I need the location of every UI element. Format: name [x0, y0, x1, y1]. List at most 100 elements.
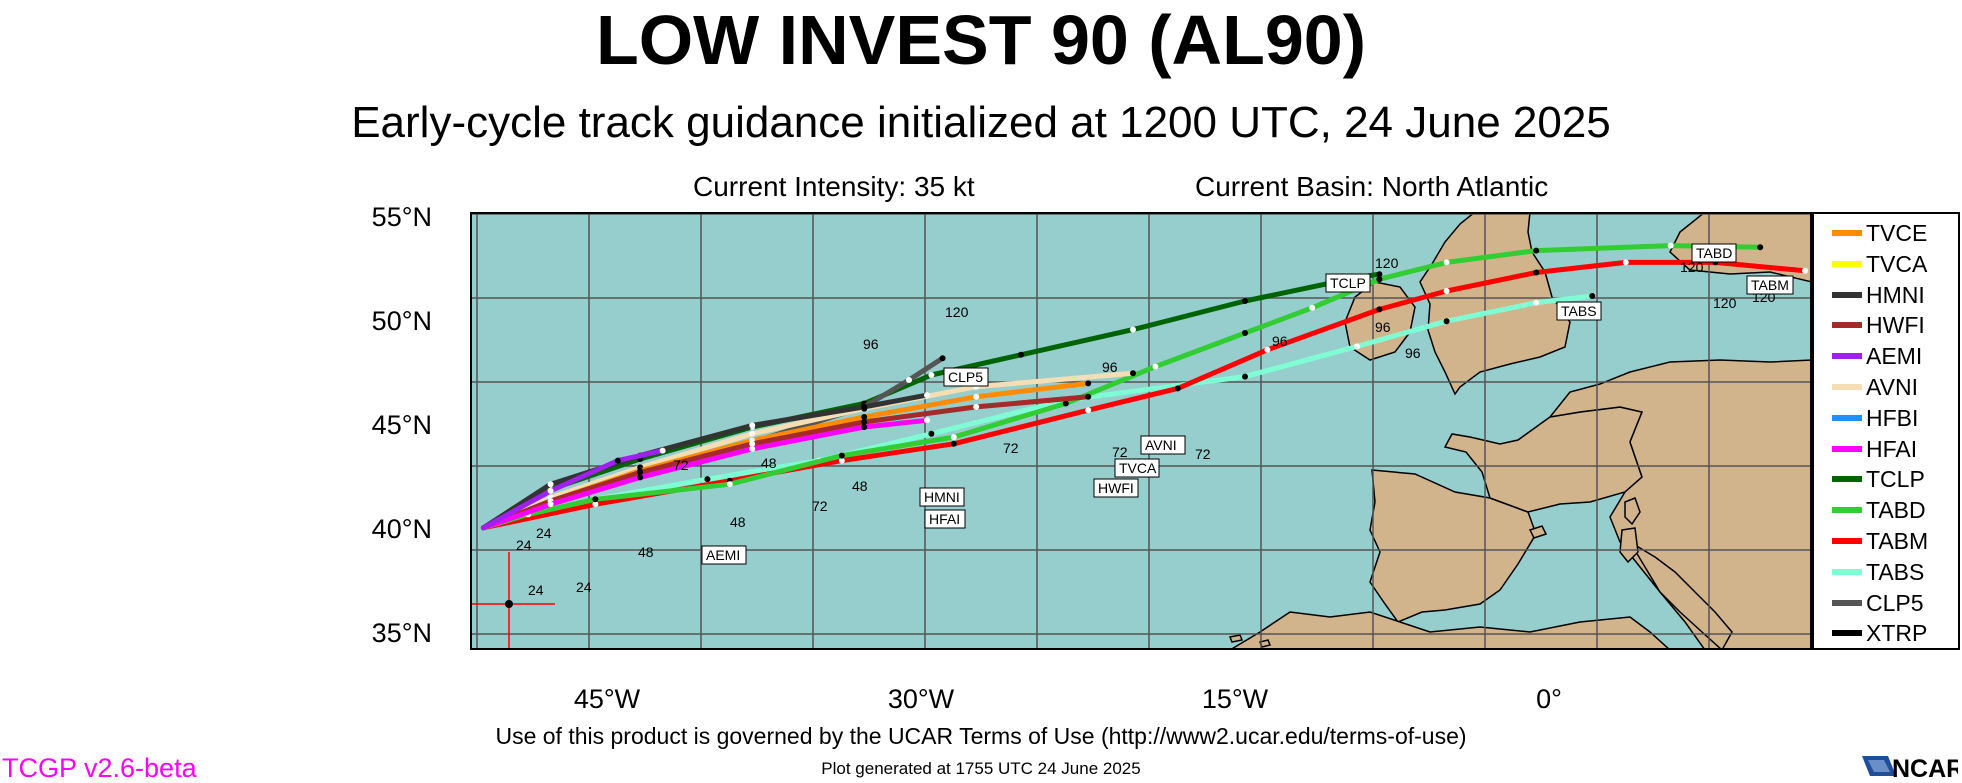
- track-point-avni: [1130, 370, 1136, 377]
- lon-label-0: 0°: [1536, 684, 1562, 714]
- track-point-tabs: [1589, 293, 1596, 299]
- terms-of-use[interactable]: Use of this product is governed by the U…: [495, 723, 1467, 749]
- hour-label: 24: [528, 582, 544, 598]
- legend: TVCE TVCA HMNI HWFI AEMI AVNI HFBI HFAI TCLP TABD…: [1812, 212, 1960, 650]
- track-point-tabs: [1533, 299, 1540, 306]
- track-point-aemi: [659, 447, 666, 454]
- legend-item-aemi: AEMI: [1814, 341, 1962, 371]
- track-point-tabd: [1242, 330, 1248, 336]
- track-point-tabd: [838, 452, 845, 459]
- track-point-hmni: [749, 422, 756, 429]
- legend-label: XTRP: [1866, 620, 1928, 647]
- hour-label: 96: [1375, 319, 1391, 335]
- track-point-tabd: [1152, 363, 1159, 370]
- track-point-tabs: [928, 430, 935, 437]
- legend-label: HFAI: [1866, 435, 1918, 462]
- map-label-hwfi: HWFI: [1093, 478, 1139, 498]
- track-point-tabd: [950, 434, 957, 441]
- svg-text:TVCA: TVCA: [1119, 460, 1157, 476]
- track-point-hfai: [861, 424, 868, 430]
- map-frame: [470, 212, 1812, 650]
- hour-label: 24: [516, 537, 532, 553]
- legend-item-hmni: HMNI: [1814, 280, 1962, 310]
- map-label-hmni: HMNI: [919, 487, 965, 507]
- hour-label: 48: [852, 478, 868, 494]
- hour-label: 120: [1713, 295, 1737, 311]
- legend-label: AVNI: [1866, 374, 1918, 400]
- current-basin: Current Basin: North Atlantic: [1195, 171, 1549, 202]
- track-point-tvce: [1085, 380, 1092, 387]
- track-hmni: [480, 392, 930, 531]
- track-point-tabm: [1443, 288, 1450, 294]
- track-point-hwfi: [749, 440, 756, 447]
- track-point-clp5: [906, 377, 912, 383]
- track-point-tabm: [1174, 385, 1181, 392]
- map-label-avni: AVNI: [1140, 435, 1186, 455]
- track-point-hfai: [637, 474, 644, 481]
- legend-item-hwfi: HWFI: [1814, 310, 1962, 340]
- svg-text:AEMI: AEMI: [706, 547, 740, 563]
- legend-label: TABM: [1866, 528, 1929, 554]
- legend-item-tabd: TABD: [1814, 495, 1962, 525]
- legend-label: HFBI: [1866, 404, 1919, 431]
- track-point-tabd: [726, 481, 733, 488]
- legend-item-tvca: TVCA: [1814, 249, 1962, 279]
- hour-label: 96: [1272, 333, 1288, 349]
- hour-label: 24: [536, 525, 552, 541]
- svg-text:TABD: TABD: [1696, 245, 1732, 261]
- hour-label: 96: [1405, 345, 1421, 361]
- legend-item-tclp: TCLP: [1814, 464, 1962, 494]
- track-point-aemi: [547, 487, 554, 494]
- legend-swatch: [1832, 353, 1862, 360]
- svg-text:HFAI: HFAI: [929, 511, 960, 527]
- track-map[interactable]: 120 120 120 120 120 96 96 96 96 96 72 72…: [470, 212, 1812, 650]
- map-label-aemi: AEMI: [701, 545, 747, 565]
- track-point-hwfi: [1085, 393, 1092, 400]
- legend-swatch: [1832, 599, 1862, 606]
- hour-label: 120: [1375, 255, 1399, 271]
- svg-text:TCLP: TCLP: [1330, 275, 1366, 291]
- legend-swatch: [1832, 538, 1862, 544]
- map-label-tclp: TCLP: [1325, 273, 1371, 293]
- version-label: TCGP v2.6-beta: [2, 753, 197, 783]
- legend-swatch: [1832, 630, 1862, 637]
- track-point-tabm: [592, 501, 599, 508]
- track-point-tabm: [1376, 306, 1383, 313]
- track-point-hfai: [749, 445, 756, 452]
- track-point-tabm: [1533, 269, 1540, 276]
- track-point-tabd: [1062, 400, 1069, 407]
- hour-label: 72: [673, 457, 689, 473]
- track-point-clp5: [939, 355, 946, 362]
- hour-label: 72: [1195, 446, 1211, 462]
- lon-label-30w: 30°W: [887, 684, 955, 714]
- track-point-tabm: [1622, 259, 1629, 266]
- track-point-hfai: [547, 501, 554, 508]
- track-aemi: [480, 448, 666, 531]
- track-point-tclp: [928, 372, 935, 378]
- ncar-logo-text: NCAR: [1892, 755, 1958, 780]
- model-labels: CLP5 AVNI TVCA HWFI HMNI HFAI AEMI TCLP …: [701, 243, 1794, 565]
- track-point-tclp: [1018, 351, 1024, 358]
- legend-item-hfai: HFAI: [1814, 434, 1962, 464]
- track-point-hmni: [861, 403, 868, 410]
- legend-label: HWFI: [1866, 312, 1925, 339]
- track-point-tabs: [1443, 318, 1450, 325]
- svg-text:CLP5: CLP5: [948, 369, 983, 385]
- hour-label: 96: [863, 336, 879, 352]
- track-point-aemi: [614, 457, 621, 464]
- svg-text:HMNI: HMNI: [924, 489, 960, 505]
- track-point-tabm: [1802, 267, 1808, 274]
- lat-label-40: 40°N: [371, 514, 432, 544]
- legend-item-tvce: TVCE: [1814, 218, 1962, 248]
- legend-swatch: [1832, 445, 1862, 452]
- track-point-tabd: [592, 496, 599, 503]
- legend-swatch: [1832, 507, 1862, 514]
- legend-swatch: [1832, 291, 1862, 298]
- legend-swatch: [1832, 476, 1862, 483]
- track-point-tabd: [1443, 259, 1450, 266]
- hour-label: 48: [730, 514, 746, 530]
- track-point-hmni: [924, 392, 930, 399]
- track-point-tabm: [838, 457, 845, 464]
- legend-label: HMNI: [1866, 281, 1925, 308]
- ncar-logo: NCAR: [1862, 755, 1958, 780]
